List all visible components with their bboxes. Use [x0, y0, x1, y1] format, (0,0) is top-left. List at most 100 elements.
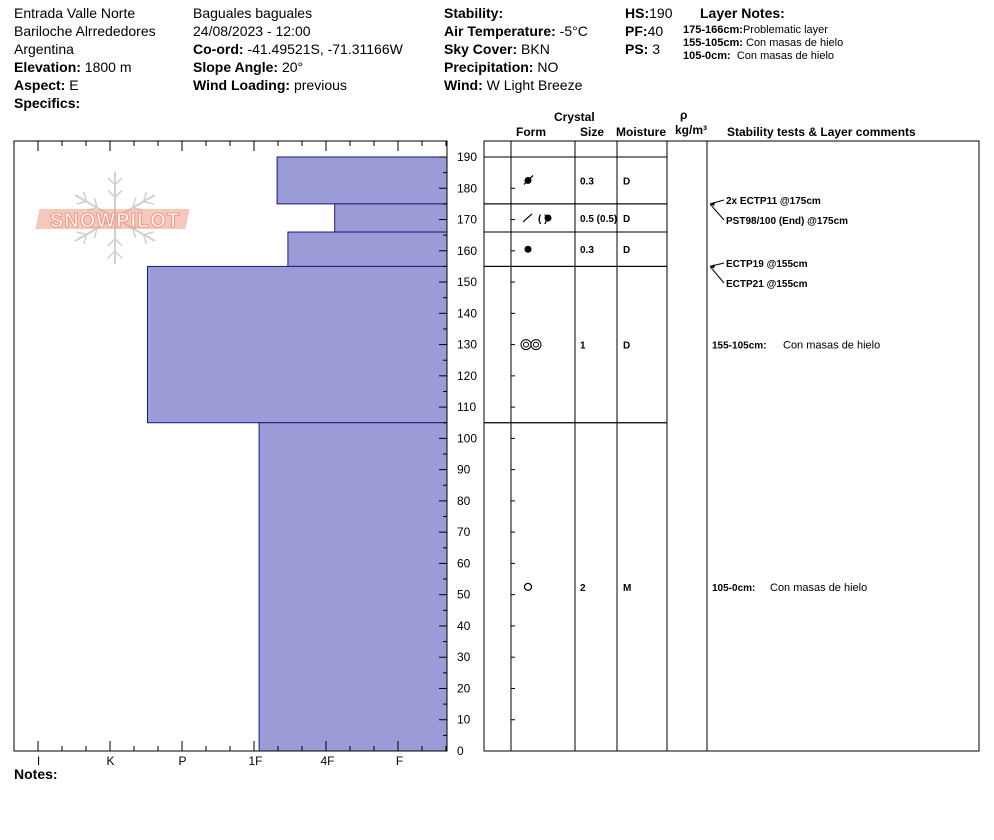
air-temp-label: Air Temperature: [444, 23, 556, 39]
col-rho: ρ [680, 108, 688, 122]
depth-tick-label: 90 [457, 463, 471, 477]
layer-moisture: D [623, 341, 630, 352]
snowflake-branch [83, 234, 88, 245]
sky-cover: Sky Cover: BKN [444, 40, 550, 58]
snowflake-branch [143, 200, 154, 205]
snowflake-branch [132, 228, 137, 239]
wind: Wind: W Light Breeze [444, 76, 582, 94]
specifics: Specifics: [14, 94, 80, 112]
snowflake-branch [143, 231, 154, 236]
layer-comment: 155-105cm: Con masas de hielo [712, 340, 880, 352]
ps-label: PS: [625, 41, 649, 57]
arrowhead-icon [710, 201, 715, 206]
symbol-dot [524, 245, 532, 253]
symbol-ring [523, 582, 533, 591]
layer-note-1-range: 175-166cm: [683, 24, 743, 36]
depth-tick-label: 100 [457, 431, 477, 445]
depth-tick-label: 190 [457, 150, 477, 164]
precip-particle-rimed-icon [523, 175, 534, 185]
layer-note-3: 105-0cm: Con masas de hielo [683, 50, 834, 63]
site-region: Bariloche Alrrededores [14, 23, 156, 39]
decomposing-fragmented-icon: ( ) [522, 213, 552, 225]
depth-tick-label: 110 [457, 400, 476, 414]
col-form: Form [516, 125, 546, 139]
layer-note-3-text: Con masas de hielo [736, 50, 835, 62]
snowflake-branch [107, 189, 116, 198]
stability: Stability: [444, 4, 503, 22]
symbol-dot [544, 214, 552, 222]
elevation-label: Elevation: [14, 59, 81, 75]
depth-tick-label: 30 [457, 650, 471, 664]
stability-arrow [709, 266, 725, 284]
obs-datetime: 24/08/2023 - 12:00 [193, 23, 311, 39]
stability-arrow [709, 203, 725, 221]
col-crystal: Crystal [554, 110, 595, 124]
slope-value: 20° [281, 59, 304, 75]
wind-label: Wind: [444, 77, 483, 93]
snowflake-icon [35, 172, 190, 264]
snowflake-branch [142, 191, 147, 202]
col-stability: Stability tests & Layer comments [727, 125, 916, 139]
coord-label: Co-ord: [193, 41, 244, 57]
snowflake-branch [107, 250, 116, 259]
logo-text: SNOWPILOT [50, 210, 180, 232]
depth-tick-label: 180 [457, 181, 477, 195]
snowflake-branch [76, 231, 87, 236]
stability-test-label: ECTP19 @155cm [726, 259, 808, 270]
hardness-bar [276, 156, 448, 205]
layer-note-3-range: 105-0cm: [683, 50, 731, 62]
depth-tick-label: 170 [457, 213, 477, 227]
wind-loading-label: Wind Loading: [193, 77, 291, 93]
layer-note-2-range: 155-105cm: [683, 37, 743, 49]
snowflake-branch [114, 177, 123, 186]
arrowhead-icon [710, 264, 715, 269]
depth-tick-label: 150 [457, 275, 477, 289]
notes: Notes: [14, 765, 58, 783]
obs-title: Baguales baguales [193, 5, 313, 21]
snowpilot-logo: SNOWPILOT [35, 172, 190, 264]
precipitation: Precipitation: NO [444, 58, 558, 76]
stability-test-label: ECTP21 @155cm [726, 279, 808, 290]
precip-label: Precipitation: [444, 59, 534, 75]
hs-label: HS: [625, 5, 650, 21]
elevation-value: 1800 m [84, 59, 132, 75]
layer-size: 2 [580, 583, 586, 594]
layer-moisture: D [623, 245, 630, 256]
snowflake-branch [132, 197, 137, 208]
snowflake-branch [114, 189, 123, 198]
depth-tick-label: 120 [457, 369, 477, 383]
depth-tick-label: 80 [457, 494, 471, 508]
symbol-stroke [523, 175, 534, 185]
layer-note-1-text: Problematic layer [742, 24, 828, 36]
symbol-inner-ring [523, 341, 529, 348]
site-name: Entrada Valle Norte [14, 5, 136, 21]
hardness-bar [147, 265, 448, 424]
stability-test-label: 2x ECTP11 @175cm [726, 196, 821, 207]
melt-forms-clustered-icon [520, 339, 542, 351]
snowflake-branch [83, 191, 88, 202]
hardness-tick-label: P [178, 754, 186, 768]
slope-angle: Slope Angle: 20° [193, 58, 303, 76]
hardness-bar [334, 203, 448, 233]
layer-notes-title: Layer Notes: [700, 4, 785, 22]
snowflake-branch [93, 228, 98, 239]
layer-size: 0.5 (0.5) [580, 214, 617, 225]
snowflake-branch [114, 238, 123, 247]
layer-comment-text: Con masas de hielo [783, 340, 880, 352]
air-temperature: Air Temperature: -5°C [444, 22, 588, 40]
hs-value: 190 [649, 5, 673, 21]
wind-loading-value: previous [293, 77, 347, 93]
pf-value: 40 [647, 23, 664, 39]
aspect-label: Aspect: [14, 77, 66, 93]
precip-value: NO [537, 59, 559, 75]
stability-label: Stability: [444, 5, 504, 21]
layer-note-1: 175-166cm:Problematic layer [683, 24, 828, 37]
wind-value: W Light Breeze [486, 77, 583, 93]
coord-value: -41.49521S, -71.31166W [247, 41, 403, 57]
col-density-unit: kg/m³ [675, 123, 708, 137]
depth-tick-label: 130 [457, 338, 477, 352]
layer-comment-range: 155-105cm: [712, 341, 766, 352]
depth-tick-label: 60 [457, 556, 471, 570]
col-moisture: Moisture [616, 125, 667, 139]
layer-note-2-text: Con masas de hielo [746, 37, 844, 49]
